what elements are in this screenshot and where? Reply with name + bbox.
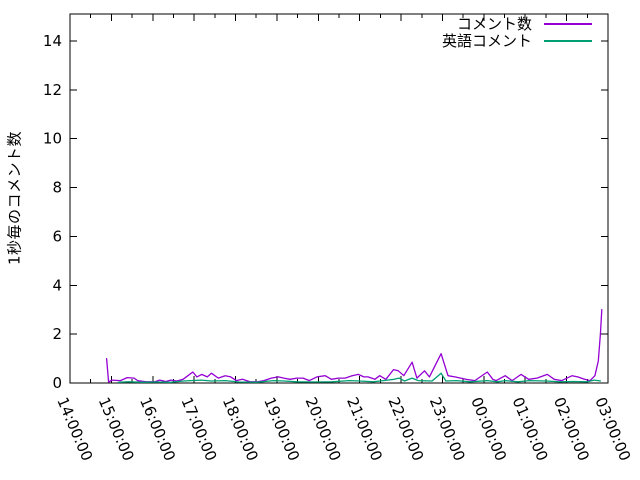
legend-line-sample-english-comments: [544, 40, 592, 42]
y-tick-label: 6: [52, 227, 62, 245]
x-tick-label: 15:00:00: [95, 395, 138, 464]
y-tick-label: 2: [52, 325, 62, 343]
x-tick-label: 22:00:00: [384, 395, 427, 464]
y-tick-label: 8: [52, 179, 62, 197]
y-tick-label: 4: [52, 276, 62, 294]
legend-label-english-comments: 英語コメント: [441, 32, 532, 50]
y-tick-label: 12: [43, 81, 62, 99]
legend-label-comments: コメント数: [456, 15, 532, 33]
series-line-0: [105, 309, 603, 383]
x-tick-label: 17:00:00: [177, 395, 220, 464]
series-line-1: [117, 372, 602, 383]
x-tick-label: 23:00:00: [426, 395, 469, 464]
legend-item-english-comments: 英語コメント: [442, 33, 592, 49]
y-tick-label: 0: [52, 374, 62, 392]
x-tick-label: 19:00:00: [260, 395, 303, 464]
x-tick-label: 20:00:00: [302, 395, 345, 464]
x-tick-label: 03:00:00: [591, 395, 634, 464]
y-tick-label: 14: [43, 32, 62, 50]
x-tick-label: 16:00:00: [136, 395, 179, 464]
y-tick-label: 10: [43, 130, 62, 148]
x-tick-label: 18:00:00: [219, 395, 262, 464]
legend-line-sample-comments: [544, 23, 592, 25]
x-tick-label: 02:00:00: [550, 395, 593, 464]
x-tick-label: 14:00:00: [53, 395, 96, 464]
plot-border: [69, 13, 609, 384]
y-axis-label: 1秒毎のコメント数: [5, 130, 24, 266]
legend: コメント数 英語コメント: [442, 16, 592, 49]
x-tick-label: 21:00:00: [343, 395, 386, 464]
legend-item-comments: コメント数: [442, 16, 592, 32]
x-tick-label: 00:00:00: [467, 395, 510, 464]
x-tick-label: 01:00:00: [509, 395, 552, 464]
